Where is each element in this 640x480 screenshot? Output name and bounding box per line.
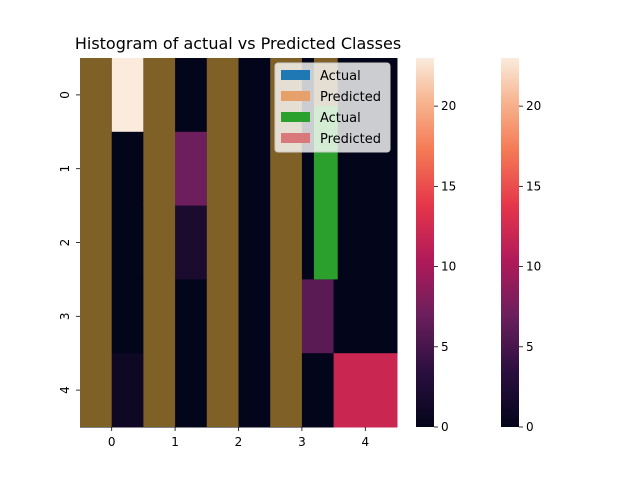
x-tick-label: 4 bbox=[361, 435, 369, 449]
heatmap-cell bbox=[301, 279, 335, 354]
heatmap-cell bbox=[175, 353, 208, 428]
overlay-bar bbox=[143, 58, 176, 427]
heatmap-cell bbox=[175, 131, 208, 207]
heatmap-cell bbox=[111, 58, 144, 133]
legend: Actual Predicted Actual Predicted bbox=[274, 62, 391, 153]
legend-label: Predicted bbox=[320, 90, 381, 105]
heatmap-cell bbox=[175, 58, 208, 133]
overlay-bar bbox=[206, 58, 239, 427]
y-tick-label: 0 bbox=[58, 91, 72, 99]
heatmap-cell bbox=[238, 279, 271, 354]
x-tick-label: 1 bbox=[171, 435, 179, 449]
colorbar-tick-label: 20 bbox=[526, 99, 541, 113]
colorbar-tick-label: 10 bbox=[526, 260, 541, 274]
heatmap-cell bbox=[111, 131, 144, 207]
heatmap-cell bbox=[175, 205, 208, 280]
colorbar-tick-label: 0 bbox=[441, 420, 449, 434]
heatmap-cell bbox=[175, 279, 208, 354]
chart-title: Histogram of actual vs Predicted Classes bbox=[75, 34, 401, 53]
y-tick-label: 2 bbox=[58, 239, 72, 247]
x-tick-label: 2 bbox=[235, 435, 243, 449]
colorbar-tick-label: 20 bbox=[441, 99, 456, 113]
heatmap-cell bbox=[365, 353, 398, 428]
heatmap-cell bbox=[333, 279, 366, 354]
heatmap-cell bbox=[238, 353, 271, 428]
heatmap-cell bbox=[365, 205, 398, 280]
colorbar-tick-label: 15 bbox=[526, 179, 541, 193]
colorbars: 0 5 10 15 20 0 5 10 15 20 bbox=[416, 58, 541, 434]
heatmap-cell bbox=[238, 58, 271, 133]
heatmap-cell bbox=[111, 205, 144, 280]
colorbar-tick-label: 0 bbox=[526, 420, 534, 434]
heatmap-cell bbox=[238, 205, 271, 280]
heatmap-cell bbox=[111, 279, 144, 354]
colorbar bbox=[501, 58, 519, 427]
heatmap-cell bbox=[301, 353, 335, 428]
heatmap-cell bbox=[111, 353, 144, 428]
heatmap-cell bbox=[238, 131, 271, 207]
legend-label: Predicted bbox=[320, 132, 381, 147]
legend-swatch bbox=[281, 133, 310, 143]
legend-frame bbox=[274, 62, 391, 153]
y-axis-ticks: 0 1 2 3 4 bbox=[58, 91, 80, 394]
heatmap-cell bbox=[333, 205, 366, 280]
colorbar-tick-label: 15 bbox=[441, 179, 456, 193]
legend-swatch bbox=[281, 91, 310, 101]
heatmap-cell bbox=[365, 279, 398, 354]
y-tick-label: 1 bbox=[58, 165, 72, 173]
legend-label: Actual bbox=[320, 69, 361, 84]
legend-swatch bbox=[281, 70, 310, 80]
x-axis-ticks: 0 1 2 3 4 bbox=[108, 427, 369, 449]
y-tick-label: 3 bbox=[58, 312, 72, 320]
heatmap-cell bbox=[333, 353, 366, 428]
legend-label: Actual bbox=[320, 111, 361, 126]
colorbar-tick-label: 10 bbox=[441, 260, 456, 274]
x-tick-label: 0 bbox=[108, 435, 116, 449]
x-tick-label: 3 bbox=[298, 435, 306, 449]
colorbar bbox=[416, 58, 434, 427]
legend-swatch bbox=[281, 112, 310, 122]
overlay-bar bbox=[80, 58, 112, 427]
y-tick-label: 4 bbox=[58, 386, 72, 394]
colorbar-tick-label: 5 bbox=[526, 340, 534, 354]
colorbar-tick-label: 5 bbox=[441, 340, 449, 354]
